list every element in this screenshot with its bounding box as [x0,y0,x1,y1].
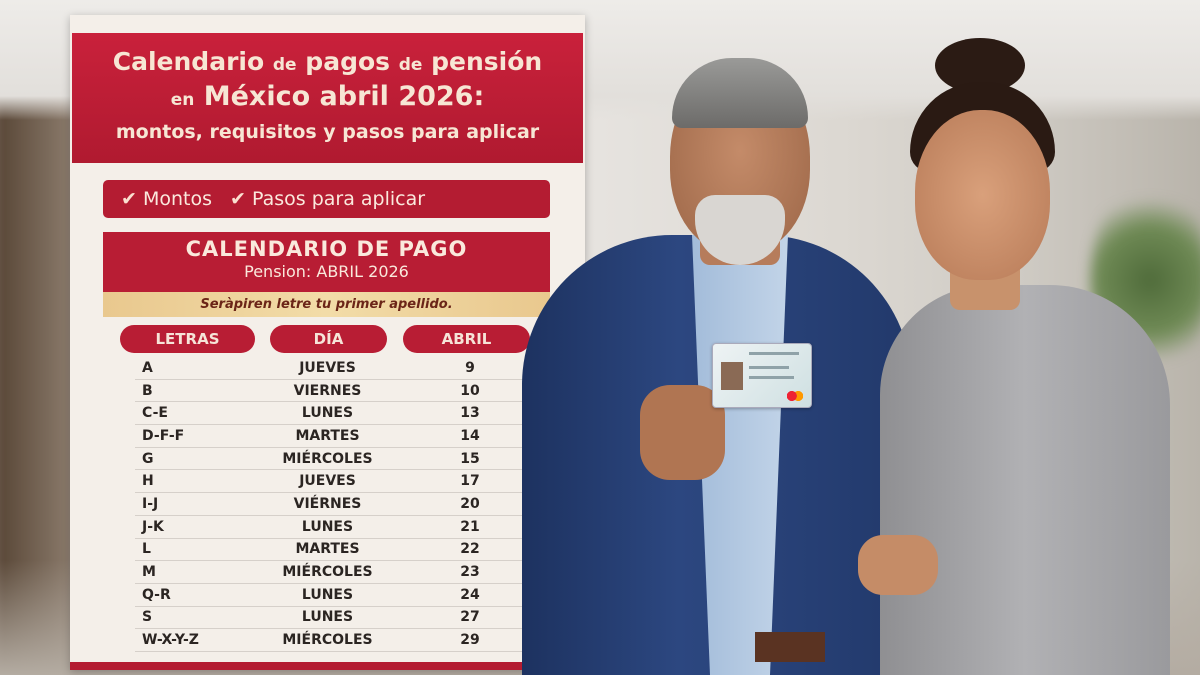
day-cell: LUNES [301,518,354,535]
id-photo [721,362,743,390]
poster-header: Calendario de pagos de pensión en México… [72,33,583,163]
poster-footer-bar [70,662,585,670]
mastercard-logo [787,391,803,401]
poster-subtitle: montos, requisitos y pasos para aplicar [115,121,540,143]
date-cell: 20 [460,495,480,512]
table-row: G MIÉRCOLES 15 [135,448,530,471]
table-row: J-K LUNES 21 [135,516,530,539]
man-hand [640,385,725,480]
table-row: H JUEVES 17 [135,470,530,494]
date-cell: 22 [460,541,480,558]
date-cell: 24 [460,586,480,603]
letters-cell: Q-R [142,586,171,603]
day-cell: MARTES [295,427,360,444]
woman-face [915,110,1050,280]
calendar-title: CALENDARIO DE PAGO [185,237,468,261]
letters-cell: H [142,473,154,490]
column-header-dia: DÍA [270,325,387,353]
letters-cell: M [142,564,156,581]
calendar-note: Seràpiren letre tu primer apellido. [103,292,550,317]
table-row: A JUEVES 9 [135,357,530,380]
date-cell: 13 [460,405,480,422]
date-cell: 17 [460,473,480,490]
day-cell: LUNES [301,609,354,626]
title-word: pagos [305,47,391,76]
title-word: de [272,55,297,75]
letters-cell: W-X-Y-Z [142,632,199,649]
date-cell: 27 [460,609,480,626]
date-cell: 23 [460,564,480,581]
check-icon: ✔ [230,188,246,210]
day-cell: LUNES [301,405,354,422]
woman-dress [880,285,1170,675]
date-cell: 9 [465,359,475,376]
calendar-subtitle: Pension: ABRIL 2026 [244,262,409,281]
table-row: S LUNES 27 [135,607,530,630]
day-cell: VIERNES [293,382,362,399]
title-word: Calendario [112,47,265,76]
table-row: W-X-Y-Z MIÉRCOLES 29 [135,629,530,652]
day-cell: VIÉRNES [293,495,362,512]
table-row: D-F-F MARTES 14 [135,425,530,448]
day-cell: MIÉRCOLES [282,564,373,581]
letters-cell: I-J [142,495,159,512]
letters-cell: G [142,450,154,467]
check-icon: ✔ [121,188,137,210]
day-cell: MIÉRCOLES [282,450,373,467]
check-label: Montos [142,188,213,210]
date-cell: 15 [460,450,480,467]
card-line [749,376,794,379]
calendar-table: A JUEVES 9 B VIERNES 10 C-E LUNES 13 D-F-F MARTES 1… [135,357,530,652]
title-word: pensión [431,47,543,76]
id-card [712,343,812,408]
pension-calendar-poster: Calendario de pagos de pensión en México… [70,15,585,670]
letters-cell: D-F-F [142,427,185,444]
card-line [749,366,789,369]
table-row: C-E LUNES 13 [135,402,530,426]
check-label: Pasos para aplicar [251,188,426,210]
date-cell: 29 [460,632,480,649]
card-line [749,352,799,355]
man-beard [695,195,785,265]
day-cell: MIÉRCOLES [282,632,373,649]
table-row: I-J VIÉRNES 20 [135,493,530,516]
letters-cell: B [142,382,153,399]
letters-cell: L [142,541,151,558]
man-belt [755,632,825,662]
checks-bar: ✔ Montos ✔ Pasos para aplicar [103,180,550,218]
day-cell: JUEVES [299,359,356,376]
day-cell: LUNES [301,586,354,603]
table-row: L MARTES 22 [135,539,530,562]
column-header-abril: ABRIL [403,325,530,353]
title-word: de [398,55,423,75]
column-header-letras: LETRAS [120,325,255,353]
title-word: en [170,90,195,110]
table-row: Q-R LUNES 24 [135,584,530,607]
title-word: México abril 2026: [203,81,485,112]
table-row: B VIERNES 10 [135,380,530,403]
date-cell: 10 [460,382,480,399]
letters-cell: A [142,359,153,376]
woman-hand [858,535,938,595]
day-cell: MARTES [295,541,360,558]
table-row: M MIÉRCOLES 23 [135,561,530,584]
day-cell: JUEVES [299,473,356,490]
letters-cell: C-E [142,405,168,422]
date-cell: 21 [460,518,480,535]
letters-cell: J-K [142,518,164,535]
calendar-header: CALENDARIO DE PAGO Pension: ABRIL 2026 [103,232,550,292]
date-cell: 14 [460,427,480,444]
letters-cell: S [142,609,153,626]
